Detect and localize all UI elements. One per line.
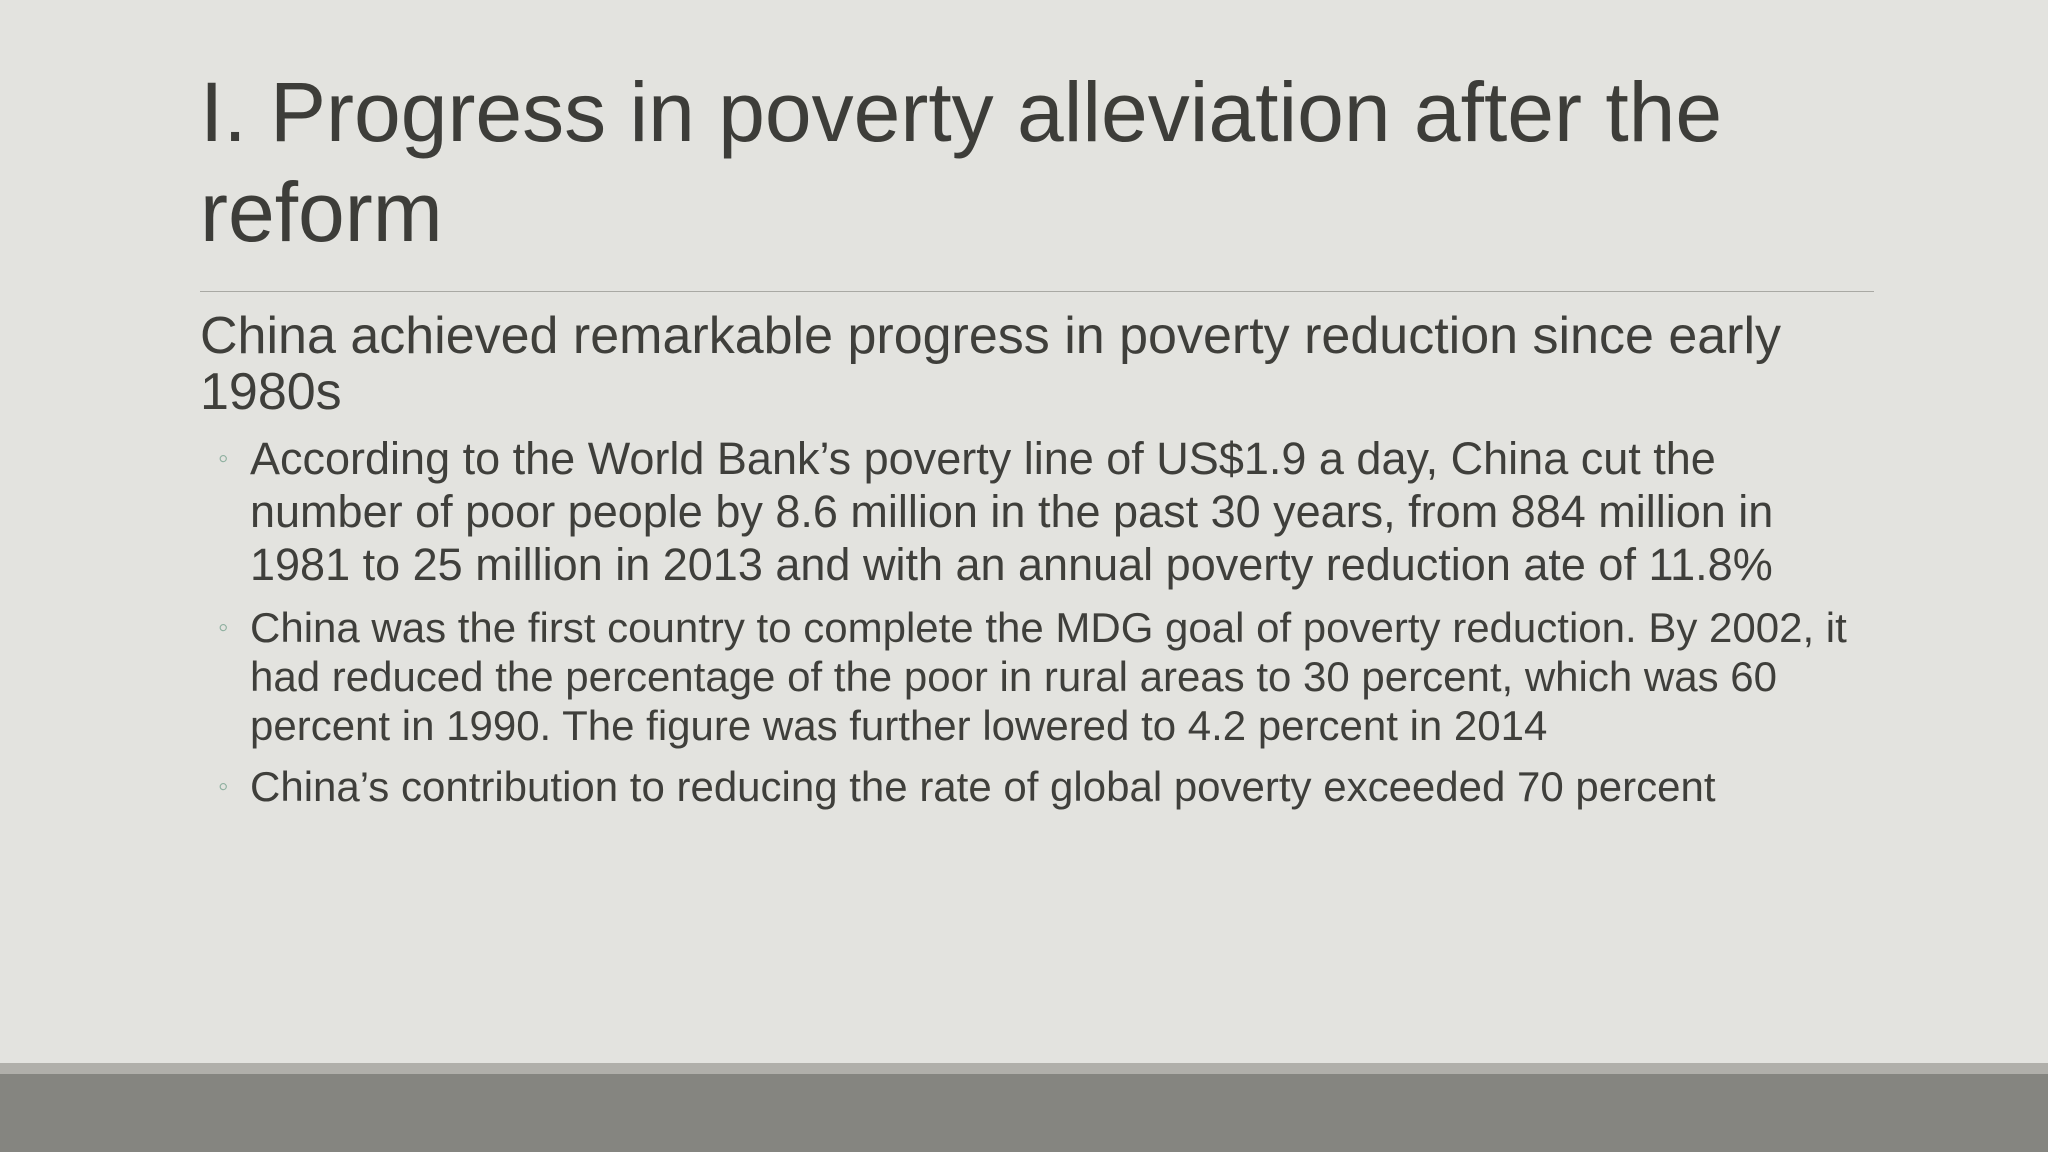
bullet: According to the World Bank’s poverty li… xyxy=(200,432,1874,591)
title-rule xyxy=(200,291,1874,292)
bullet: China’s contribution to reducing the rat… xyxy=(200,762,1874,811)
footer-bar xyxy=(0,1074,2048,1152)
bullet-list: According to the World Bank’s poverty li… xyxy=(200,432,1874,811)
bullet: China was the first country to complete … xyxy=(200,603,1874,750)
slide-content: China achieved remarkable progress in po… xyxy=(200,308,1874,823)
footer-strip xyxy=(0,1063,2048,1074)
slide-title: I. Progress in poverty alleviation after… xyxy=(200,65,1723,259)
body-text: China achieved remarkable progress in po… xyxy=(200,307,1782,421)
